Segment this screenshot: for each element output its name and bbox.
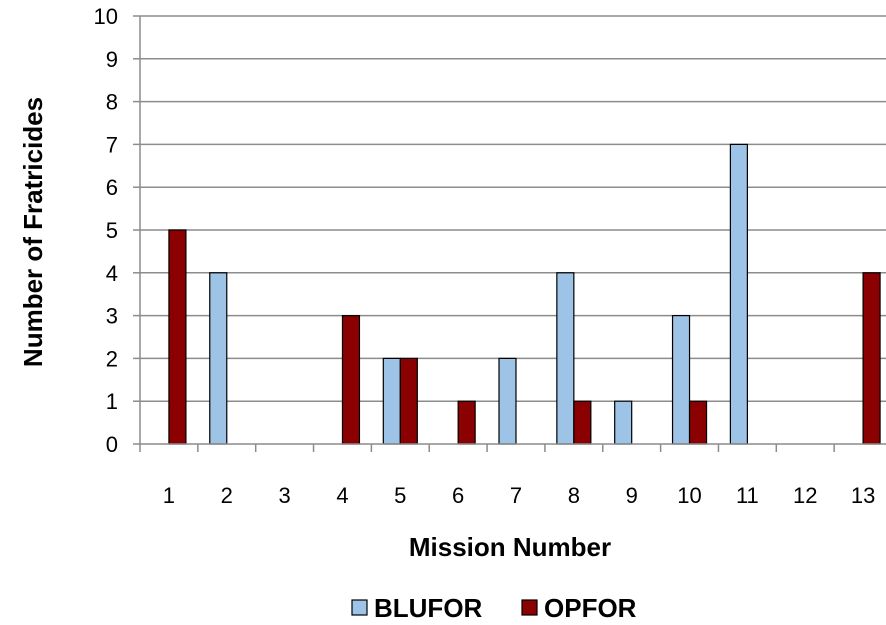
y-tick-label: 1	[106, 389, 118, 414]
y-tick-label: 3	[106, 304, 118, 329]
bar-blufor-mission-8	[556, 272, 575, 445]
bar-blufor-mission-7	[498, 357, 517, 445]
y-tick-label: 6	[106, 175, 118, 200]
y-tick-label: 5	[106, 218, 118, 243]
x-tick-label: 10	[677, 483, 701, 508]
bar-opfor-mission-4	[341, 315, 361, 445]
bar-blufor-mission-10	[671, 315, 691, 445]
x-tick-label: 11	[736, 483, 759, 508]
y-axis-title: Number of Fratricides	[18, 97, 48, 367]
gridlines	[133, 15, 886, 445]
bar-opfor-mission-10	[688, 400, 708, 445]
x-axis-title: Mission Number	[409, 532, 611, 562]
y-tick-label: 2	[106, 346, 118, 371]
bars	[168, 143, 881, 445]
x-tick-label: 9	[626, 483, 638, 508]
x-tick-label: 7	[510, 483, 522, 508]
legend-label-blufor: BLUFOR	[374, 593, 483, 623]
x-tick-label: 4	[336, 483, 348, 508]
y-tick-label: 0	[106, 432, 118, 457]
legend: BLUFOR OPFOR	[351, 593, 637, 623]
y-tick-labels: 0 1 2 3 4 5 6 7 8 9 10	[94, 4, 118, 457]
bar-blufor-mission-9	[614, 400, 633, 445]
x-tick-label: 5	[394, 483, 406, 508]
bar-opfor-mission-6	[457, 400, 476, 445]
y-tick-label: 10	[94, 4, 118, 29]
bar-opfor-mission-1	[168, 229, 187, 445]
x-tick-label: 8	[568, 483, 580, 508]
y-tick-label: 9	[106, 47, 118, 72]
y-tick-label: 7	[106, 132, 118, 157]
bar-blufor-mission-5	[382, 357, 401, 445]
x-tick-label: 12	[793, 483, 817, 508]
x-tick-label: 1	[163, 483, 175, 508]
y-tick-label: 8	[106, 90, 118, 115]
legend-swatch-opfor	[521, 599, 538, 616]
x-tick-label: 6	[452, 483, 464, 508]
x-tick-label: 13	[851, 483, 875, 508]
bar-blufor-mission-11	[729, 143, 748, 445]
x-tick-label: 3	[278, 483, 290, 508]
bar-opfor-mission-5	[399, 357, 418, 445]
x-tick-label: 2	[221, 483, 233, 508]
y-tick-label: 4	[106, 261, 118, 286]
x-tick-labels: 1 2 3 4 5 6 7 8 9 10 11 12 13	[163, 483, 876, 508]
bar-opfor-mission-13	[862, 272, 881, 445]
bar-blufor-mission-2	[209, 272, 228, 445]
legend-label-opfor: OPFOR	[544, 593, 637, 623]
axes	[139, 16, 886, 452]
legend-swatch-blufor	[351, 599, 368, 616]
bar-opfor-mission-8	[573, 400, 592, 445]
